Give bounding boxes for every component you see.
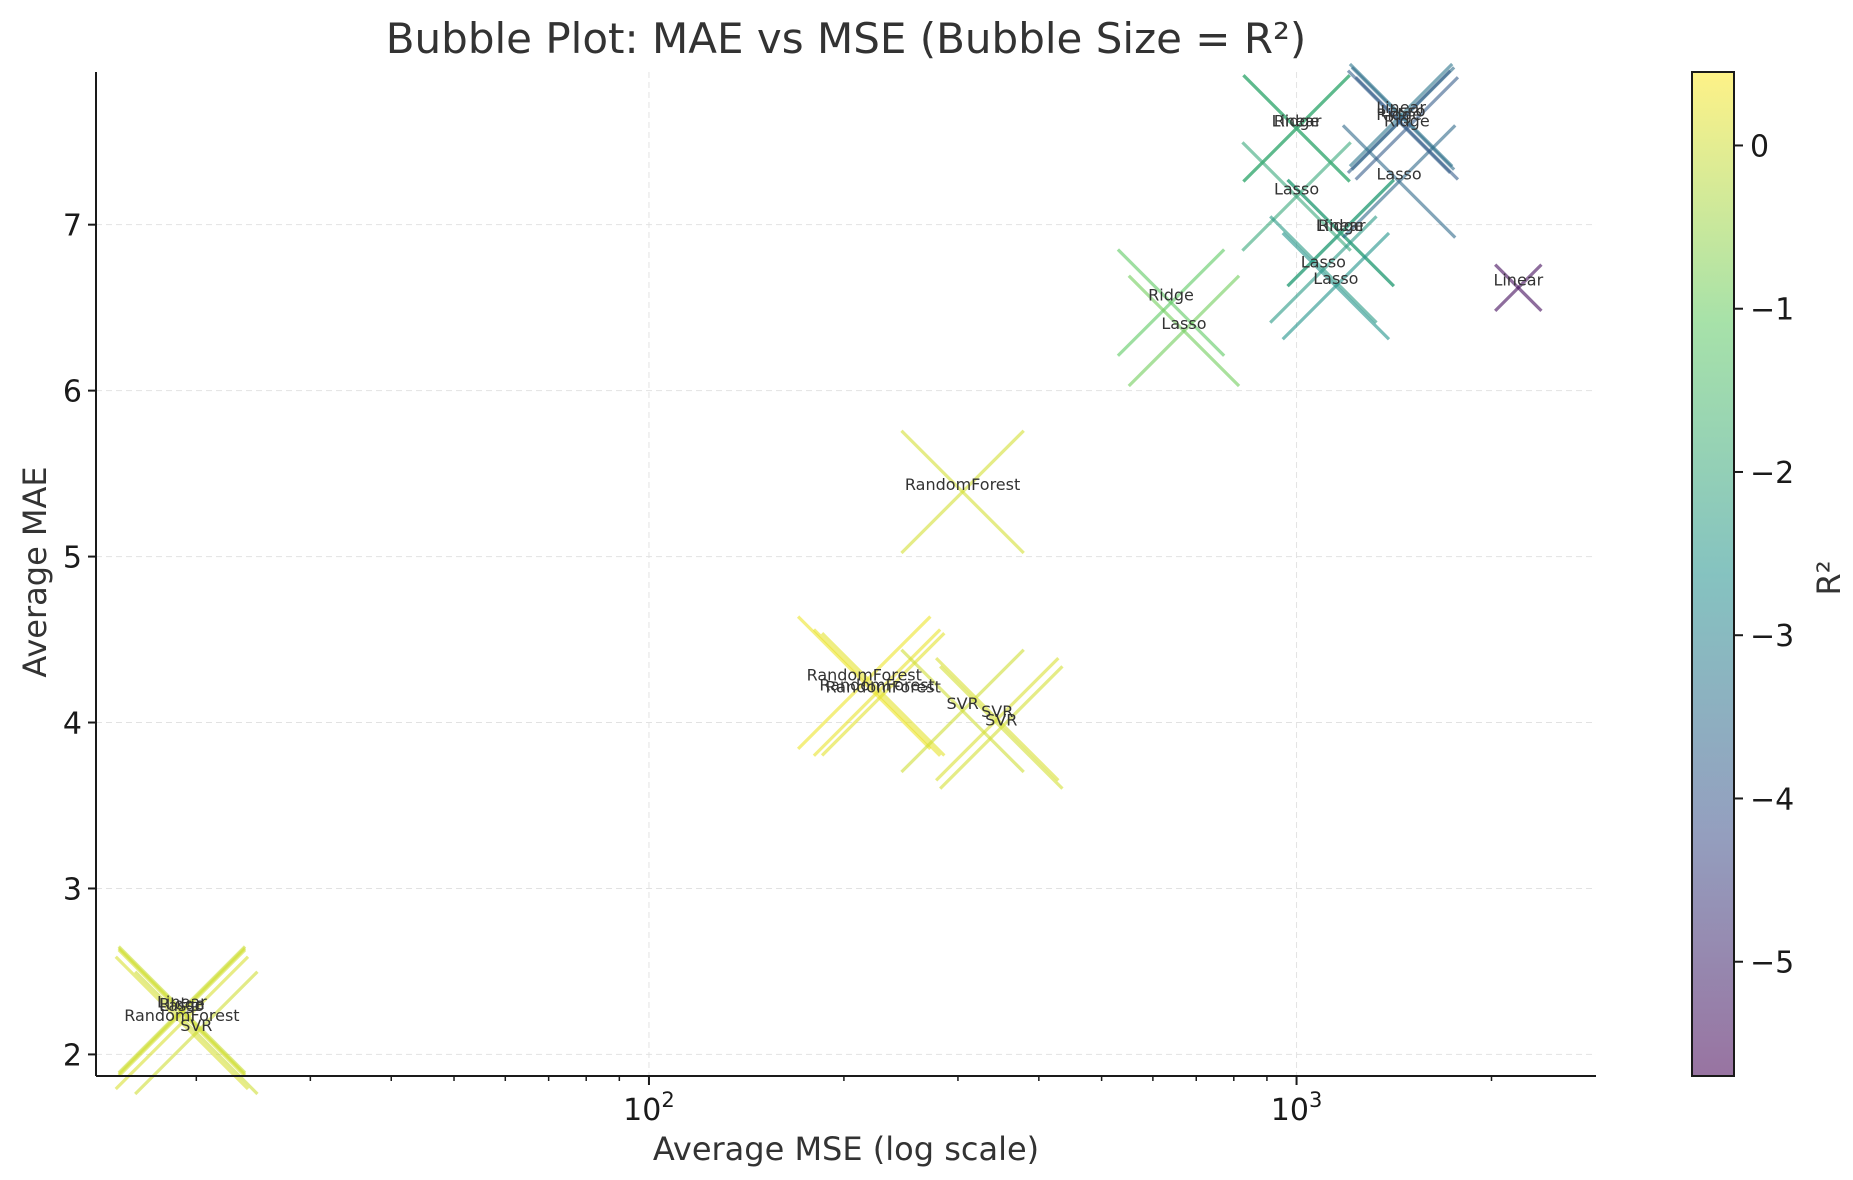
marker-stroke xyxy=(117,948,247,1078)
point-label: Lasso xyxy=(1274,179,1319,198)
point-label: Linear xyxy=(1316,216,1366,235)
y-tick-label: 3 xyxy=(63,872,82,907)
y-tick-label: 6 xyxy=(63,375,82,410)
chart-title: Bubble Plot: MAE vs MSE (Bubble Size = R… xyxy=(386,14,1307,63)
marker-stroke xyxy=(1242,74,1351,183)
marker-stroke xyxy=(1241,141,1352,252)
point-marker xyxy=(796,615,932,750)
point-label: SVR xyxy=(981,702,1013,721)
point-marker xyxy=(934,656,1060,782)
x-tick-label: 103 xyxy=(1271,1088,1323,1128)
y-tick-label: 4 xyxy=(63,707,82,742)
point-label: Linear xyxy=(1493,271,1543,290)
point-marker xyxy=(1127,274,1241,388)
point-label: Lasso xyxy=(1301,252,1346,271)
point-marker xyxy=(114,955,250,1091)
point-marker xyxy=(1116,248,1226,357)
point-marker xyxy=(1494,263,1543,312)
point-marker xyxy=(1269,215,1378,324)
axes: 2 3 4 5 6 7 102 103 xyxy=(63,72,1596,1128)
marker-stroke xyxy=(900,648,1025,774)
colorbar-label: R² xyxy=(1810,560,1848,595)
point-label: Lasso xyxy=(1380,101,1425,120)
colorbar-gradient xyxy=(1691,71,1735,1077)
marker-stroke xyxy=(1269,215,1378,324)
colorbar-tick-label: −3 xyxy=(1750,619,1794,654)
marker-stroke xyxy=(1127,274,1241,388)
point-marker xyxy=(117,948,247,1078)
data-points xyxy=(114,62,1543,1096)
point-label: Ridge xyxy=(1384,111,1430,130)
point-label: Lasso xyxy=(1377,165,1422,184)
point-label: Ridge xyxy=(1148,286,1194,305)
point-label: Ridge xyxy=(1274,111,1320,130)
point-label: Linear xyxy=(157,993,207,1012)
point-marker xyxy=(812,628,942,757)
marker-stroke xyxy=(812,628,942,757)
colorbar-tick-label: −5 xyxy=(1750,946,1794,981)
point-marker xyxy=(939,665,1064,790)
colorbar-tick-label: −4 xyxy=(1750,782,1794,817)
colorbar-tick-label: −2 xyxy=(1750,456,1794,491)
point-label: RandomForest xyxy=(124,1006,239,1025)
point-label: Ridge xyxy=(1318,216,1364,235)
marker-stroke xyxy=(939,665,1064,790)
y-tick-label: 5 xyxy=(63,541,82,576)
point-label: SVR xyxy=(180,1016,212,1035)
point-label: SVR xyxy=(946,694,978,713)
marker-stroke xyxy=(796,615,932,750)
y-tick-label: 7 xyxy=(63,209,82,244)
colorbar-tick-label: 0 xyxy=(1750,129,1769,164)
y-tick-label: 2 xyxy=(63,1038,82,1073)
marker-stroke xyxy=(1354,76,1460,181)
point-label: Linear xyxy=(1376,98,1426,117)
point-label: SVR xyxy=(985,711,1017,730)
point-marker xyxy=(900,429,1025,555)
point-label: Lasso xyxy=(1161,314,1206,333)
marker-stroke xyxy=(934,656,1060,782)
colorbar: 0 −1 −2 −3 −4 −5 R² xyxy=(1691,71,1848,1077)
marker-stroke xyxy=(1494,263,1543,312)
point-label: Lasso xyxy=(1313,269,1358,288)
marker-stroke xyxy=(1341,124,1457,239)
marker-stroke xyxy=(1281,231,1391,341)
point-label: RandomForest xyxy=(826,677,941,696)
point-marker xyxy=(134,970,259,1096)
marker-stroke xyxy=(820,632,946,757)
marker-stroke xyxy=(900,429,1025,555)
colorbar-tick-label: −1 xyxy=(1750,293,1794,328)
point-label: RandomForest xyxy=(807,666,922,685)
grid xyxy=(96,72,1596,1076)
point-marker xyxy=(1241,141,1352,252)
point-labels: LinearLassoRidgeLinearRidgeLinearLassoLa… xyxy=(124,98,1543,1035)
x-tick-label: 102 xyxy=(623,1088,675,1128)
point-marker xyxy=(900,648,1025,774)
point-label: Lasso xyxy=(159,996,204,1015)
point-label: RandomForest xyxy=(819,676,934,695)
marker-stroke xyxy=(114,955,250,1091)
point-label: Ridge xyxy=(159,994,205,1013)
marker-stroke xyxy=(1286,178,1395,288)
point-label: Linear xyxy=(1272,111,1322,130)
colorbar-ticks: 0 −1 −2 −3 −4 −5 xyxy=(1734,129,1794,981)
y-axis-label: Average MAE xyxy=(16,466,54,677)
point-label: RandomForest xyxy=(905,475,1020,494)
point-marker xyxy=(820,632,946,757)
point-label: Ridge xyxy=(1376,105,1422,124)
point-marker xyxy=(1281,231,1391,341)
point-marker xyxy=(1354,76,1460,181)
point-marker xyxy=(1242,74,1351,183)
x-axis-label: Average MSE (log scale) xyxy=(653,1130,1039,1168)
marker-stroke xyxy=(134,970,259,1096)
point-marker xyxy=(1286,178,1395,288)
point-marker xyxy=(1341,124,1457,239)
marker-stroke xyxy=(1116,248,1226,357)
